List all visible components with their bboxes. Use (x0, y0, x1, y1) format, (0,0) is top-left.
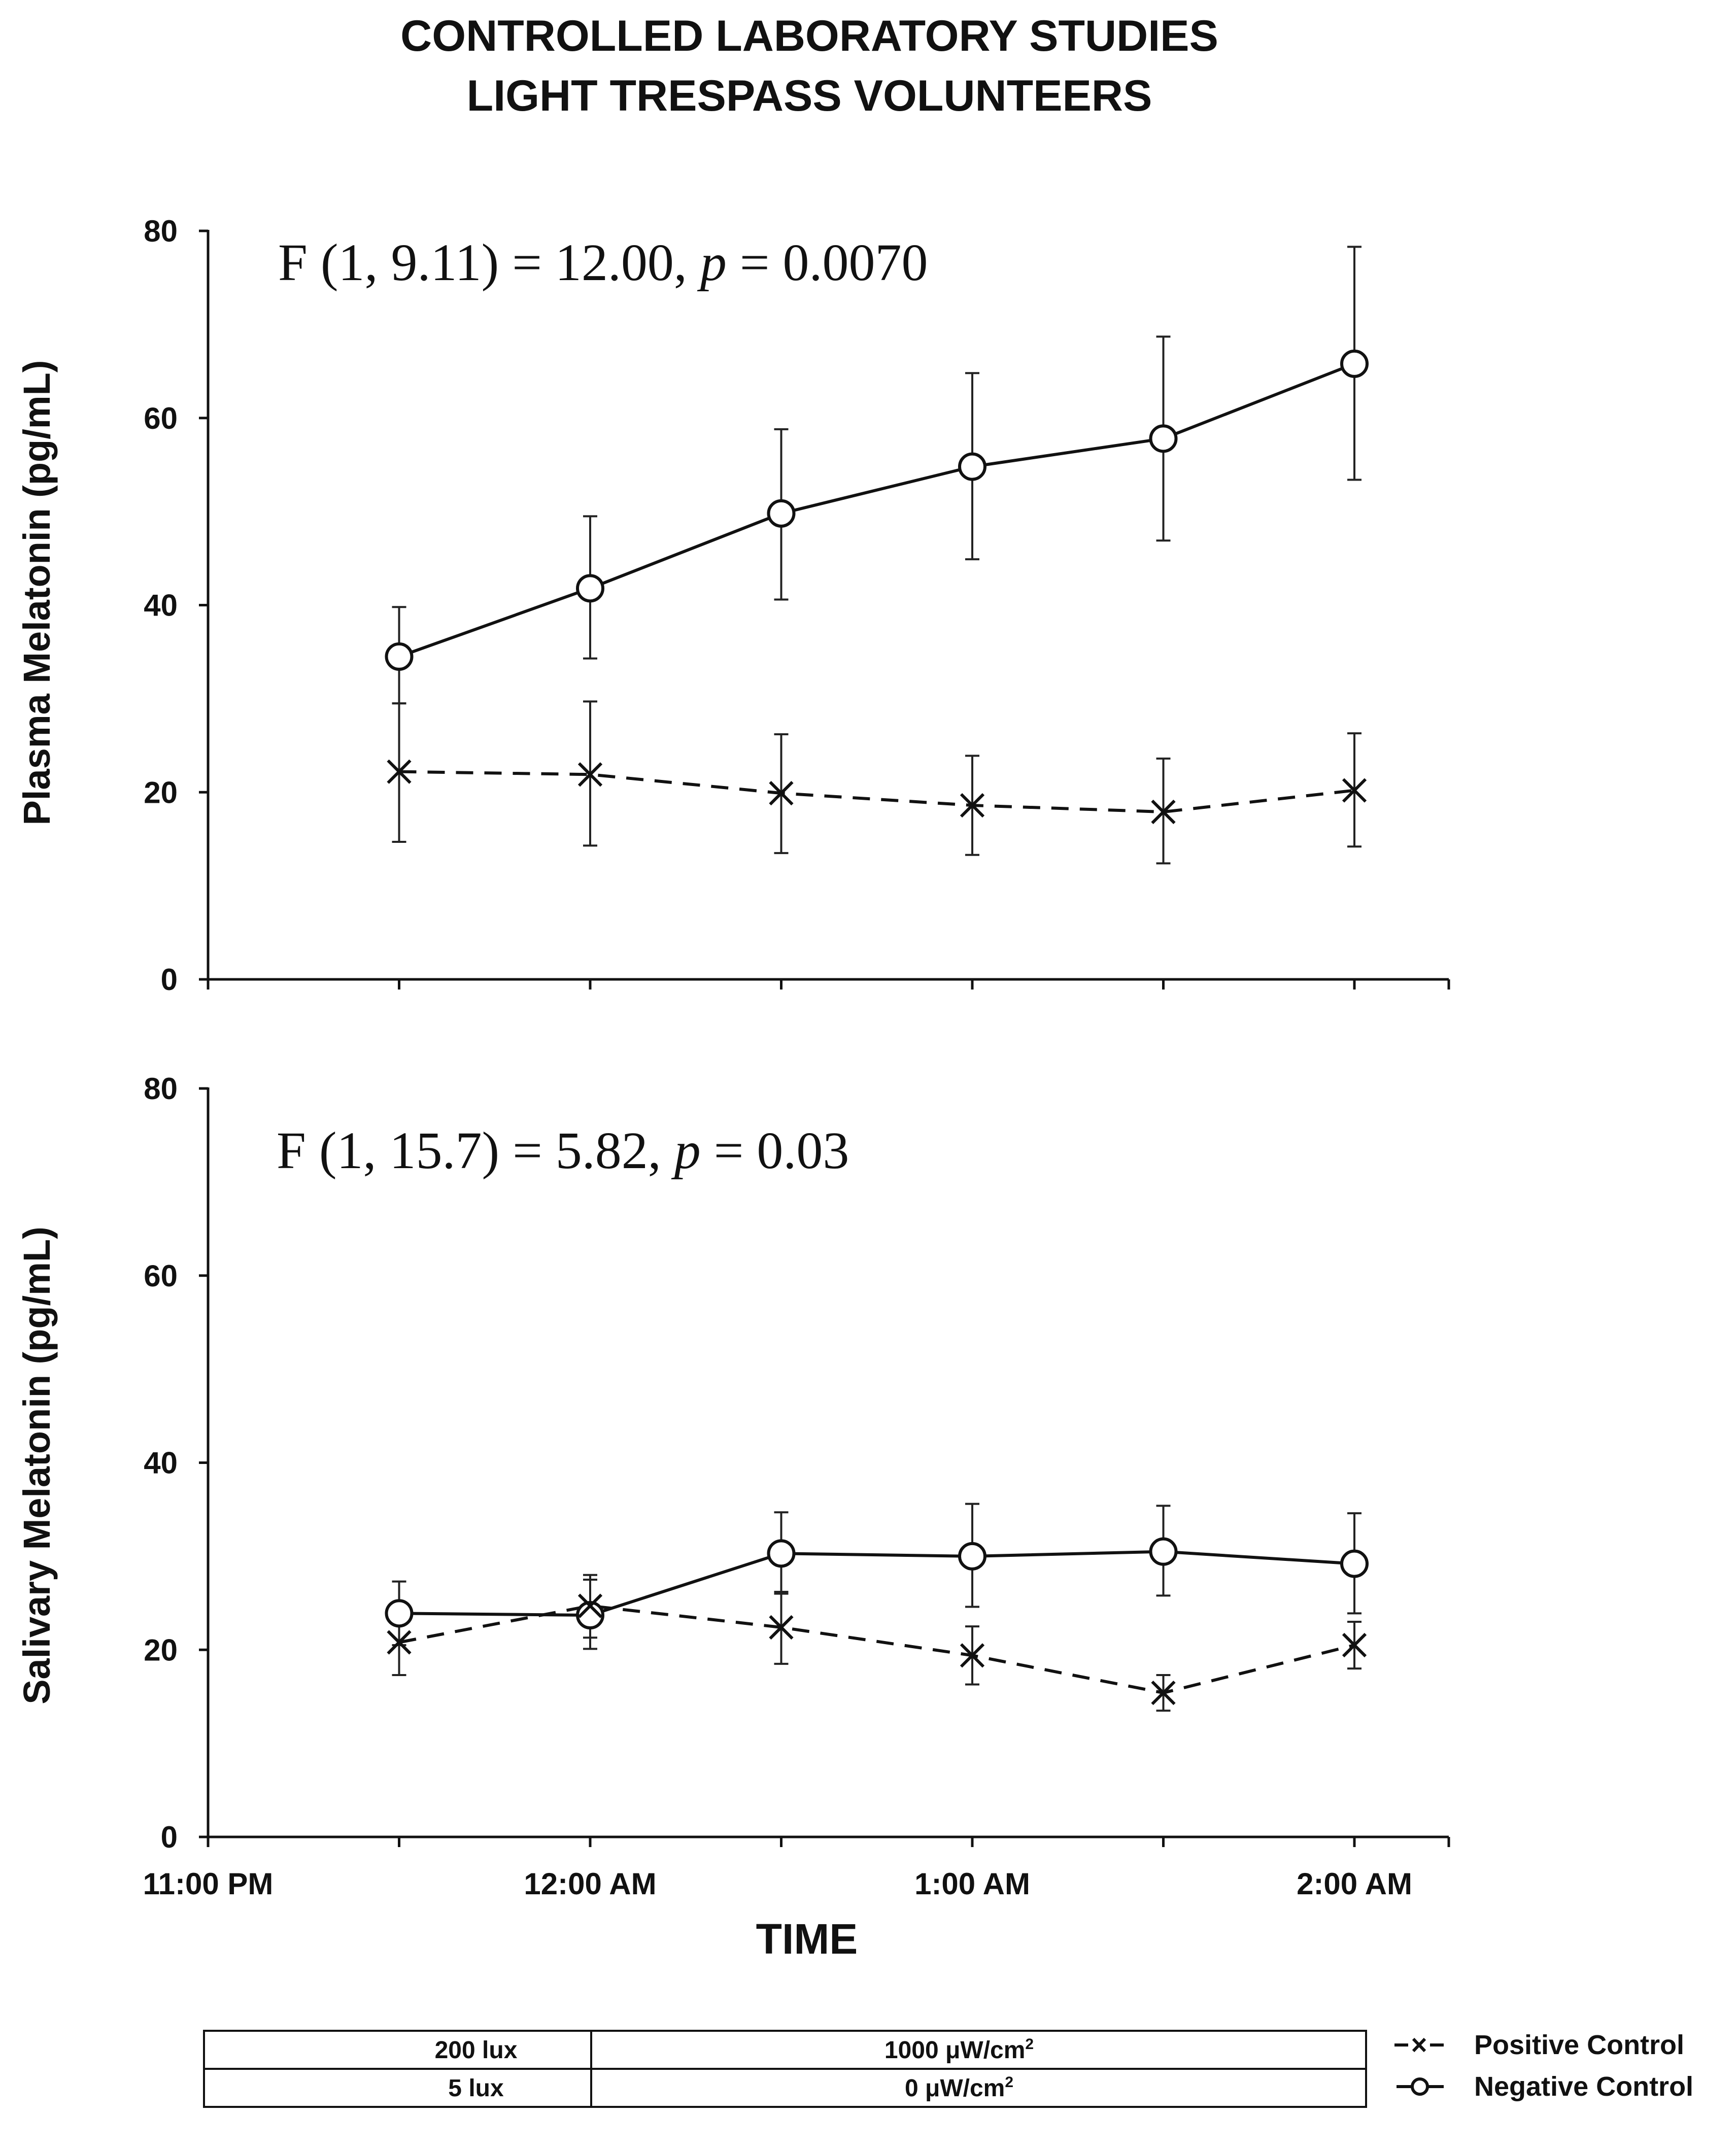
plasma-negative-control-point (767, 499, 796, 528)
x-tick-label: 11:00 PM (143, 1867, 274, 1901)
salivary-positive-control-point (577, 1593, 603, 1618)
plasma-y-tick-label: 40 (144, 589, 178, 623)
plasma-negative-control-line (398, 362, 1355, 658)
plasma-y-tick-label: 20 (144, 775, 178, 809)
plasma-negative-control-point (958, 452, 986, 481)
salivary-positive-control-point (1151, 1680, 1176, 1706)
plasma-positive-control-point (1342, 778, 1367, 803)
plasma-negative-control-point (576, 574, 604, 603)
salivary-negative-control-point (1340, 1549, 1369, 1578)
salivary-stat-prefix: F (1, 15.7) = 5.82, (277, 1121, 674, 1180)
salivary-negative-control-point (767, 1539, 796, 1568)
figure-title-line1: CONTROLLED LABORATORY STUDIES (400, 12, 1218, 60)
plasma-negative-control-point (385, 642, 414, 671)
plasma-stat-annotation: F (1, 9.11) = 12.00, p = 0.0070 (278, 233, 928, 292)
x-tick-label: 1:00 AM (914, 1867, 1030, 1901)
plasma-positive-control-point (1151, 799, 1176, 825)
plasma-stat-prefix: F (1, 9.11) = 12.00, (278, 233, 700, 292)
salivary-y-tick-label: 20 (144, 1633, 178, 1667)
salivary-positive-control-point (387, 1630, 412, 1655)
plasma-positive-control-point (960, 793, 985, 818)
x-tick-label: 12:00 AM (524, 1867, 656, 1901)
plasma-y-axis-label: Plasma Melatonin (pg/mL) (16, 360, 58, 826)
plasma-negative-control-point (1340, 349, 1369, 378)
salivary-stat-annotation: F (1, 15.7) = 5.82, p = 0.03 (277, 1121, 849, 1180)
salivary-y-tick-label: 40 (144, 1446, 178, 1480)
salivary-y-tick-label: 80 (144, 1072, 178, 1106)
table-row1-lux: 200 lux (435, 2037, 518, 2064)
plasma-stat-suffix: = 0.0070 (727, 233, 928, 292)
salivary-negative-control-point (576, 1601, 604, 1630)
salivary-stat-p: p (671, 1121, 701, 1180)
salivary-y-tick-label: 0 (161, 1820, 178, 1854)
legend-positive-label: Positive Control (1474, 2030, 1684, 2060)
figure-title-line2: LIGHT TRESPASS VOLUNTEERS (467, 72, 1152, 120)
plasma-negative-control-point (1149, 424, 1178, 453)
salivary-negative-control-line (399, 1550, 1355, 1617)
salivary-y-tick-label: 60 (144, 1259, 178, 1293)
plasma-y-tick-label: 60 (144, 401, 178, 435)
plasma-positive-control-point (387, 759, 412, 784)
legend-negative-circle-icon (1411, 2077, 1429, 2096)
plasma-y-tick-label: 80 (144, 214, 178, 248)
plasma-positive-control-line (399, 770, 1355, 813)
legend-positive-x-icon (1412, 2037, 1426, 2053)
salivary-y-axis-label: Salivary Melatonin (pg/mL) (16, 1226, 58, 1704)
legend-item-positive-control: Positive Control (1394, 2030, 1684, 2060)
salivary-positive-control-point (960, 1643, 985, 1668)
legend-negative-label: Negative Control (1474, 2071, 1693, 2102)
table-row2-irradiance: 0 μW/cm2 (905, 2074, 1013, 2102)
salivary-negative-control-point (958, 1542, 986, 1571)
legend-item-negative-control: Negative Control (1397, 2071, 1693, 2102)
plasma-positive-control-point (577, 762, 603, 787)
plasma-positive-control-point (769, 780, 794, 806)
salivary-stat-suffix: = 0.03 (701, 1121, 849, 1180)
legend: Positive Control Negative Control (1394, 2030, 1693, 2102)
salivary-positive-control-point (769, 1615, 794, 1640)
salivary-positive-control-line (398, 1604, 1355, 1695)
plasma-melatonin-panel: Plasma Melatonin (pg/mL) F (1, 9.11) = 1… (16, 214, 1450, 997)
salivary-negative-control-point (385, 1599, 414, 1628)
conditions-table: 200 lux 1000 μW/cm2 5 lux 0 μW/cm2 (203, 2030, 1367, 2108)
plasma-y-tick-label: 0 (161, 963, 178, 997)
x-axis-label: TIME (756, 1915, 858, 1963)
table-row1-irradiance: 1000 μW/cm2 (884, 2036, 1034, 2064)
salivary-melatonin-panel: Salivary Melatonin (pg/mL) F (1, 15.7) =… (16, 1072, 1450, 1854)
salivary-positive-control-point (1342, 1632, 1367, 1658)
x-tick-label: 2:00 AM (1297, 1867, 1412, 1901)
salivary-negative-control-point (1149, 1537, 1178, 1566)
table-row2-lux: 5 lux (448, 2075, 504, 2102)
plasma-stat-p: p (697, 233, 727, 292)
